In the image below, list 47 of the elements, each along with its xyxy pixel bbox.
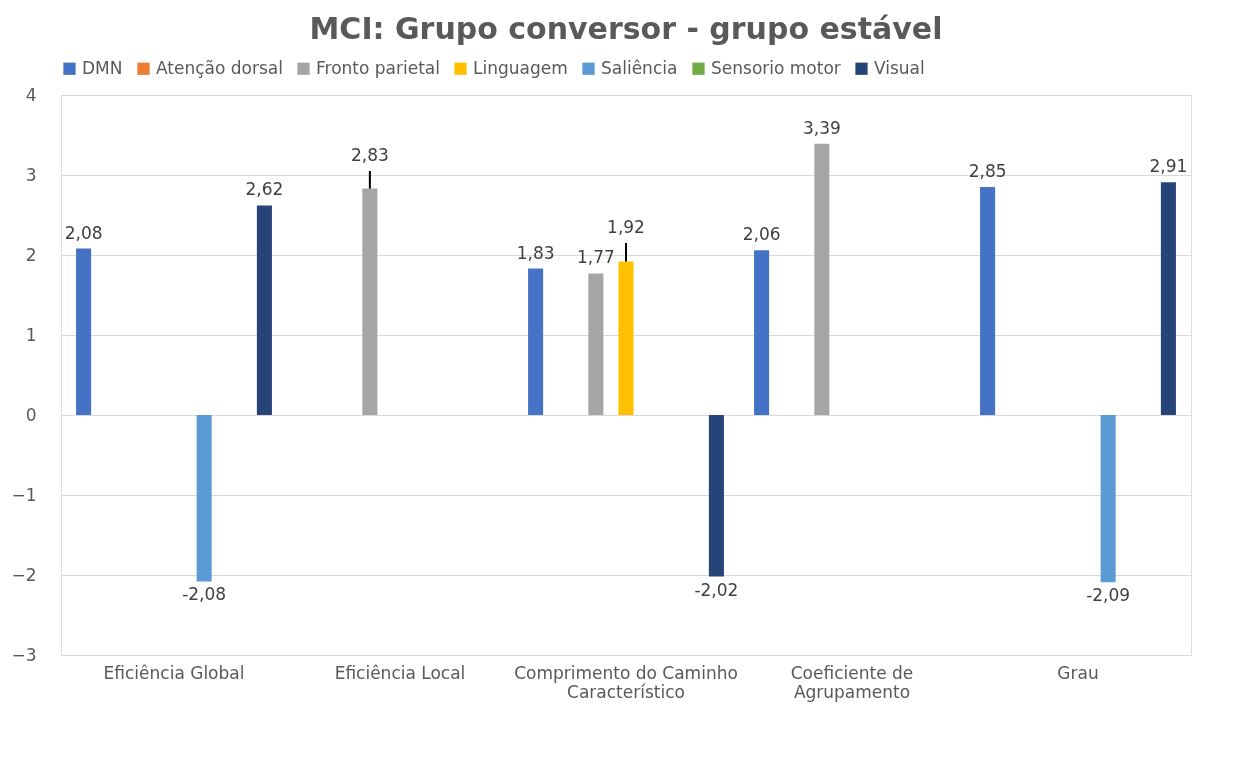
legend-label: DMN: [82, 57, 123, 78]
y-tick-label: 4: [25, 84, 37, 105]
bar: [76, 248, 92, 415]
bar: [814, 143, 830, 415]
y-tick-label: 0: [25, 404, 37, 425]
legend-label: Sensorio motor: [711, 57, 841, 78]
x-tick-label: Eficiência Global: [103, 662, 245, 683]
bar: [588, 273, 604, 415]
bar: [708, 415, 724, 577]
data-label: 2,08: [64, 222, 103, 243]
data-label: 2,85: [968, 161, 1007, 181]
legend-label: Atenção dorsal: [156, 57, 283, 78]
x-tick-label: Coeficiente de Agrupamento: [790, 662, 914, 702]
legend-label: Linguagem: [473, 57, 568, 78]
x-tick-label: Eficiência Local: [334, 662, 466, 683]
legend-label: Saliência: [601, 57, 678, 78]
bar: [256, 205, 272, 415]
data-label: 2,62: [245, 179, 284, 200]
x-tick-label: Grau: [1057, 662, 1099, 683]
bar: [618, 261, 634, 415]
x-tick-label: Comprimento do Caminho Característico: [514, 662, 738, 702]
data-label: 3,39: [802, 117, 841, 138]
bar: [196, 415, 212, 582]
y-tick-label: 1: [25, 324, 37, 345]
data-label: -2,08: [182, 584, 227, 605]
y-tick-label: 3: [25, 164, 37, 185]
y-tick-label: −1: [11, 484, 37, 505]
bar: [754, 250, 770, 415]
data-label: 2,91: [1149, 156, 1188, 177]
y-tick-label: −2: [11, 564, 37, 585]
bar: [362, 188, 378, 415]
data-label: -2,02: [694, 579, 739, 600]
bar: [528, 268, 544, 415]
y-tick-label: −3: [11, 644, 37, 665]
bar: [1100, 415, 1116, 583]
legend-label: Visual: [874, 57, 925, 78]
bar: [1160, 182, 1176, 415]
data-label: 1,83: [516, 242, 555, 263]
data-label: -2,09: [1086, 585, 1131, 606]
data-label: 2,06: [742, 224, 781, 245]
bar: [980, 187, 996, 415]
data-label: 1,77: [576, 247, 615, 268]
y-tick-label: 2: [25, 244, 37, 265]
data-label: 2,83: [350, 145, 389, 165]
legend-label: Fronto parietal: [316, 57, 440, 78]
chart-title: MCI: Grupo conversor - grupo estável: [309, 11, 943, 46]
data-label: 1,92: [607, 217, 645, 237]
